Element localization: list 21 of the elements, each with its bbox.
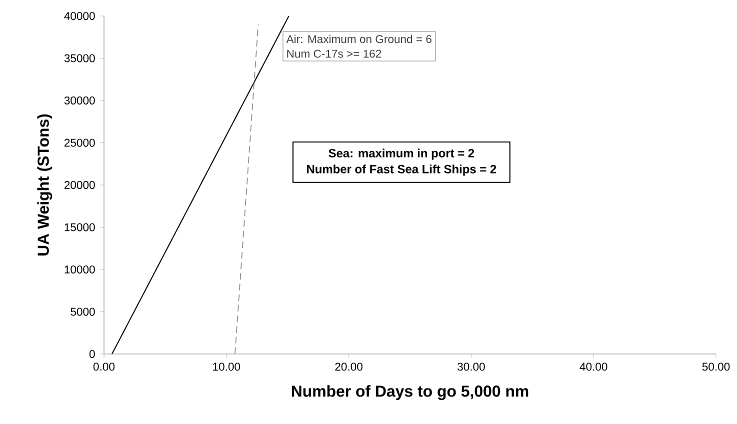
annotation: Num C-17s >= 162 [287, 50, 382, 58]
y-axis-title: UA Weight (STons) [37, 114, 52, 256]
y-tick-label: 25000 [64, 138, 95, 147]
x-tick-label: 40.00 [580, 362, 608, 371]
y-tick-label: 5000 [70, 308, 95, 316]
x-tick-label: 30.00 [458, 362, 485, 371]
x-tick-label: 50.00 [702, 362, 730, 371]
y-tick-label: 40000 [64, 12, 95, 20]
annotation: Number of Fast Sea Lift Ships = 2 [307, 164, 496, 176]
x-tick-label: 20.00 [335, 362, 362, 371]
y-tick-label: 35000 [64, 54, 95, 62]
y-tick-label: 15000 [64, 223, 95, 232]
y-tick-label: 20000 [64, 181, 95, 189]
annotation: Sea: maximum in port = 2 [328, 148, 474, 160]
y-tick-label: 0 [89, 350, 95, 358]
annotation: Air: Maximum on Ground = 6 [286, 34, 432, 44]
y-tick-label: 10000 [64, 266, 95, 274]
y-tick-label: 30000 [64, 96, 95, 104]
x-axis-title: Number of Days to go 5,000 nm [292, 385, 528, 400]
x-tick-label: 10.00 [213, 362, 240, 371]
x-tick-label: 0.00 [93, 362, 115, 371]
